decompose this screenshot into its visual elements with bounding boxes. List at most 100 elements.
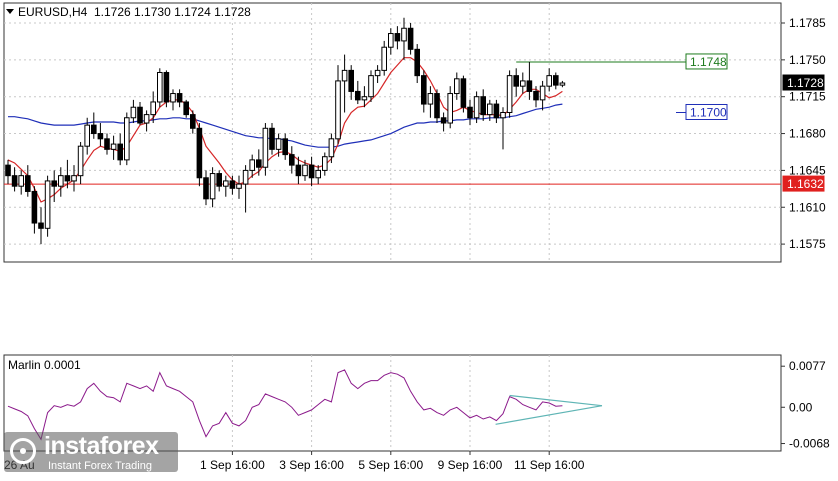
candle-body: [295, 164, 302, 177]
candle-body: [130, 106, 137, 119]
candle-body: [407, 27, 414, 50]
y-tick-label: 1.1575: [789, 237, 826, 251]
osc-tick-label: -0.0068: [789, 437, 830, 451]
candle-body: [473, 96, 480, 119]
osc-tick-label: 0.00: [789, 400, 813, 414]
candle-body: [282, 138, 288, 156]
candle-body: [209, 173, 216, 200]
candle-body: [249, 159, 255, 171]
support-level-label-box: [782, 175, 825, 192]
candle-body: [440, 117, 447, 124]
logo-brand: instaforex: [44, 432, 159, 460]
candle-body: [84, 124, 91, 147]
x-tick-label: 5 Sep 16:00: [358, 458, 423, 472]
candle-body: [64, 175, 71, 182]
candle-body: [388, 33, 394, 48]
resistance-level-label-box: [685, 53, 728, 70]
candle-body: [335, 80, 341, 140]
candle-body: [487, 103, 493, 116]
candle-body: [308, 164, 315, 179]
candle-body: [110, 143, 117, 150]
candle-body: [533, 90, 539, 101]
candle-body: [91, 124, 97, 135]
candle-body: [117, 143, 124, 161]
candle-body: [97, 133, 104, 140]
candle-body: [216, 173, 222, 187]
candle-body: [434, 93, 440, 119]
candle-body: [447, 93, 453, 124]
candle-body: [513, 75, 520, 87]
current-price-label-box: [782, 74, 825, 91]
marlin-oscillator-line: [7, 369, 563, 441]
candle-body: [137, 106, 143, 124]
candle-body: [341, 69, 348, 82]
candle-body: [157, 71, 163, 103]
x-tick-label: 11 Sep 16:00: [514, 458, 585, 472]
candle-body: [374, 69, 381, 77]
candle-body: [500, 111, 506, 119]
candle-body: [256, 159, 262, 168]
candle-body: [401, 27, 407, 42]
candle-body: [163, 71, 170, 103]
symbol-label: EURUSD,H4: [18, 5, 88, 19]
mid-level-label-box: [685, 103, 728, 120]
instaforex-logo: instaforex Instant Forex Trading: [4, 432, 178, 472]
candle-body: [421, 75, 427, 105]
candle-body: [229, 180, 236, 189]
candle-body: [493, 103, 500, 119]
candle-body: [25, 175, 31, 192]
x-tick-label: 1 Sep 16:00: [200, 458, 265, 472]
current-price-label: 1.1728: [787, 76, 824, 90]
candle-body: [553, 75, 559, 86]
candle-body: [5, 164, 11, 177]
candle-body: [454, 78, 460, 95]
y-tick-label: 1.1715: [789, 90, 826, 104]
candle-body: [414, 48, 420, 77]
candle-body: [275, 138, 282, 150]
candle-body: [196, 127, 203, 179]
candle-body: [315, 169, 321, 179]
candle-body: [223, 180, 229, 187]
candle-body: [322, 156, 328, 171]
y-tick-label: 1.1680: [789, 127, 826, 141]
mid-level-label: 1.1700: [690, 105, 727, 119]
candle-body: [236, 183, 242, 189]
candle-body: [302, 164, 308, 177]
x-tick-label: 9 Sep 16:00: [438, 458, 503, 472]
triangle-lower-trendline: [495, 405, 603, 425]
candle-body: [150, 101, 156, 116]
candle-body: [77, 145, 84, 177]
support-level-label: 1.1632: [787, 177, 824, 191]
instaforex-logo-icon: [10, 438, 36, 464]
candle-body: [289, 154, 295, 166]
y-tick-label: 1.1785: [789, 16, 826, 30]
candle-body: [203, 177, 209, 200]
candle-body: [361, 96, 368, 101]
candle-body: [381, 46, 387, 71]
candle-body: [51, 180, 58, 187]
candle-body: [368, 75, 374, 98]
candle-body: [394, 33, 401, 42]
ohlc-values: 1.1726 1.1730 1.1724 1.1728: [94, 5, 251, 19]
resistance-level-label: 1.1748: [690, 55, 727, 69]
candle-body: [539, 85, 546, 101]
candle-body: [190, 114, 196, 129]
candle-body: [242, 169, 249, 185]
y-tick-label: 1.1750: [789, 53, 826, 67]
candle-body: [176, 93, 183, 103]
candle-body: [526, 80, 533, 92]
candle-body: [269, 127, 275, 150]
triangle-upper-trendline: [509, 394, 603, 407]
candle-body: [38, 222, 44, 229]
candle-body: [467, 106, 473, 119]
y-tick-label: 1.1645: [789, 163, 826, 177]
candle-body: [520, 80, 526, 87]
candle-body: [183, 101, 189, 116]
candle-body: [348, 69, 354, 92]
candle-body: [170, 93, 176, 103]
candle-body: [546, 75, 553, 87]
x-tick-label: 3 Sep 16:00: [279, 458, 344, 472]
candle-body: [460, 78, 467, 108]
candle-body: [58, 175, 64, 187]
